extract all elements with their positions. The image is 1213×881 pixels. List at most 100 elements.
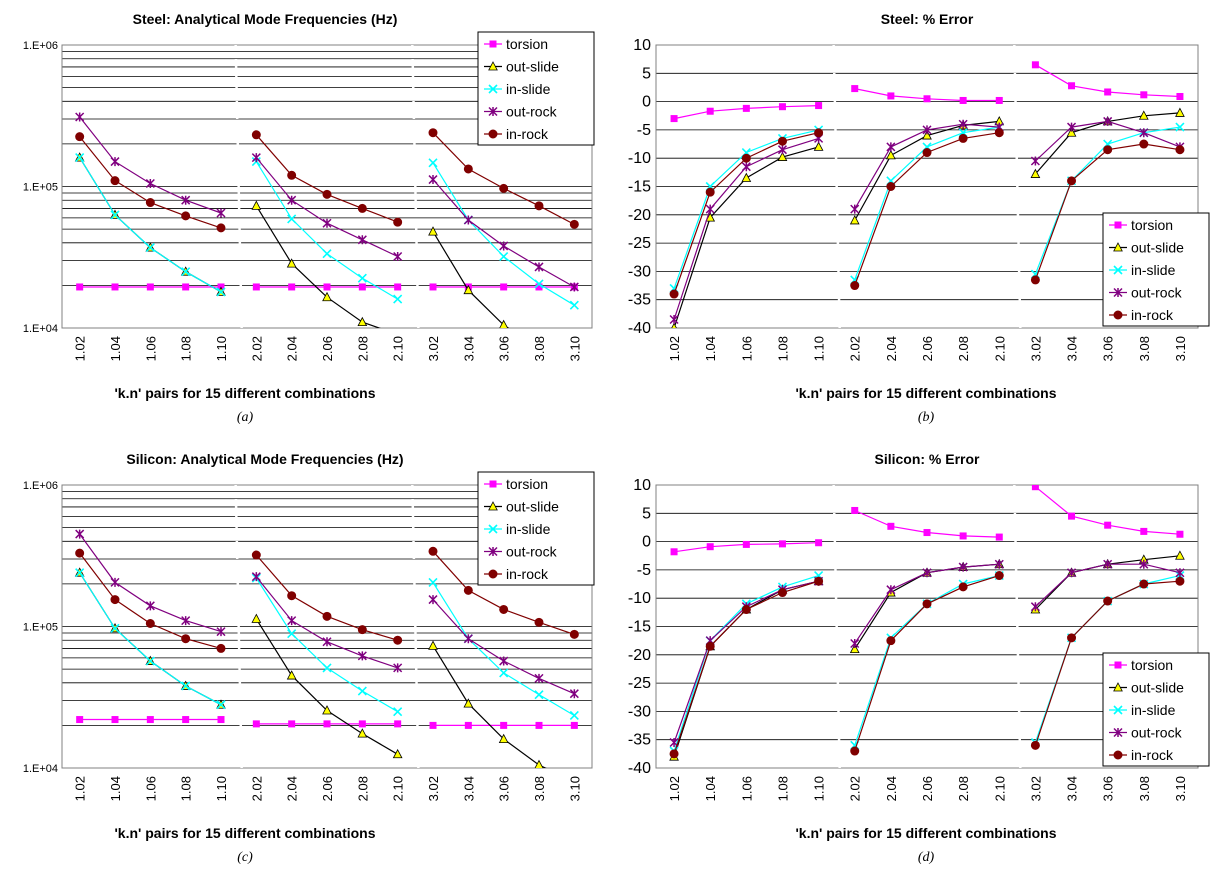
legend: torsion out-slide in-slide out-rock in-rock bbox=[477, 471, 595, 586]
data-point-torsion bbox=[923, 529, 931, 537]
data-point-in-slide bbox=[322, 663, 332, 673]
data-point-out-slide bbox=[1138, 110, 1149, 120]
y-tick-label: 5 bbox=[642, 65, 651, 82]
data-point-out-slide bbox=[499, 319, 509, 328]
data-point-in-rock bbox=[741, 153, 751, 163]
legend-label: out-slide bbox=[1131, 240, 1184, 256]
data-point-out-slide bbox=[392, 748, 403, 759]
data-point-out-rock bbox=[181, 195, 191, 205]
data-point-out-slide bbox=[428, 640, 438, 650]
data-point-torsion bbox=[815, 102, 823, 110]
x-tick-label: 1.02 bbox=[667, 336, 682, 361]
y-tick-label: -40 bbox=[628, 320, 651, 337]
data-point-out-rock bbox=[1067, 568, 1077, 578]
series-torsion bbox=[670, 61, 1184, 123]
data-point-in-slide bbox=[181, 267, 191, 277]
data-point-in-rock bbox=[994, 571, 1004, 581]
x-tick-label: 3.04 bbox=[461, 776, 476, 801]
data-point-torsion bbox=[146, 716, 154, 724]
legend-marker-torsion bbox=[1114, 221, 1122, 229]
legend-label: out-slide bbox=[1131, 680, 1184, 696]
panel-b: Steel: % Error 10 5 0 -5 -10 -15 -20 -25 -30 -35 -4… bbox=[606, 0, 1212, 440]
data-point-in-rock bbox=[251, 130, 261, 140]
data-point-out-slide bbox=[357, 728, 368, 738]
data-point-torsion bbox=[815, 539, 823, 547]
series-line-out-slide bbox=[432, 645, 547, 768]
x-tick-label: 1.10 bbox=[214, 336, 229, 361]
legend-label: torsion bbox=[506, 476, 548, 492]
y-tick-label: -15 bbox=[628, 619, 651, 636]
x-tick-label: 2.02 bbox=[249, 336, 264, 361]
data-point-out-slide bbox=[463, 698, 474, 708]
data-point-in-slide bbox=[110, 623, 120, 633]
x-tick-label: 3.06 bbox=[1101, 776, 1116, 801]
series-torsion bbox=[670, 485, 1184, 556]
legend-label: torsion bbox=[506, 36, 548, 52]
data-point-torsion bbox=[76, 283, 84, 291]
data-point-torsion bbox=[394, 720, 402, 728]
data-point-torsion bbox=[887, 92, 895, 100]
data-point-torsion bbox=[706, 107, 714, 115]
data-point-in-rock bbox=[922, 599, 932, 609]
legend-label: torsion bbox=[1131, 657, 1173, 673]
data-point-torsion bbox=[1068, 512, 1076, 520]
series-line-in-slide bbox=[432, 582, 575, 717]
x-tick-label: 1.06 bbox=[739, 776, 754, 801]
y-tick-label: -30 bbox=[628, 263, 651, 280]
legend-marker-in-slide bbox=[1113, 265, 1123, 275]
y-tick-label: 10 bbox=[633, 37, 651, 54]
caption: (b) bbox=[918, 410, 935, 425]
data-point-in-rock bbox=[181, 211, 191, 221]
data-point-in-rock bbox=[287, 591, 297, 601]
data-point-out-rock bbox=[1103, 559, 1113, 569]
data-point-out-rock bbox=[705, 204, 715, 214]
data-point-torsion bbox=[182, 283, 190, 291]
data-point-out-rock bbox=[110, 157, 120, 167]
data-point-out-rock bbox=[428, 595, 438, 605]
data-point-out-slide bbox=[357, 316, 368, 327]
data-point-out-slide bbox=[322, 291, 332, 302]
data-point-torsion bbox=[887, 522, 895, 530]
x-tick-label: 3.02 bbox=[426, 336, 441, 361]
group-break bbox=[234, 484, 243, 769]
data-point-in-rock bbox=[499, 183, 509, 193]
plot-area bbox=[74, 529, 579, 768]
data-point-in-rock bbox=[1139, 139, 1149, 149]
legend-box bbox=[1102, 212, 1210, 327]
legend-marker-out-slide bbox=[488, 61, 498, 71]
data-point-in-slide bbox=[534, 690, 544, 700]
data-point-torsion bbox=[959, 532, 967, 540]
data-point-torsion bbox=[1068, 82, 1076, 90]
series-line-out-rock bbox=[432, 179, 575, 288]
data-point-in-slide bbox=[499, 668, 509, 678]
data-point-out-rock bbox=[922, 125, 932, 135]
legend-marker-in-slide bbox=[1113, 705, 1123, 715]
y-tick-label: 1.E+06 bbox=[23, 40, 58, 52]
data-point-in-slide bbox=[145, 243, 155, 253]
chart-silicon-frequencies: Silicon: Analytical Mode Frequencies (Hz… bbox=[23, 451, 595, 865]
data-point-in-rock bbox=[1103, 596, 1113, 606]
legend-label: out-rock bbox=[1131, 725, 1183, 741]
data-point-in-rock bbox=[922, 148, 932, 158]
x-tick-label: 1.02 bbox=[73, 336, 88, 361]
x-tick-label: 1.08 bbox=[179, 336, 194, 361]
x-tick-label: 3.10 bbox=[567, 336, 582, 361]
x-tick-label: 3.10 bbox=[1173, 336, 1188, 361]
legend-marker-out-rock bbox=[1113, 287, 1123, 298]
legend: torsion out-slide in-slide out-rock in-rock bbox=[477, 31, 595, 146]
data-point-in-rock bbox=[1030, 740, 1040, 750]
series-in-rock bbox=[75, 546, 579, 653]
data-point-torsion bbox=[111, 716, 119, 724]
data-point-in-rock bbox=[428, 546, 438, 556]
data-point-in-rock bbox=[705, 641, 715, 651]
data-point-in-rock bbox=[393, 217, 403, 227]
data-point-in-rock bbox=[994, 128, 1004, 138]
plot-area bbox=[669, 61, 1185, 328]
data-point-out-rock bbox=[251, 153, 261, 163]
data-point-torsion bbox=[959, 96, 967, 104]
data-point-torsion bbox=[394, 283, 402, 291]
data-point-out-rock bbox=[569, 282, 579, 292]
y-tick-label: -25 bbox=[628, 675, 651, 692]
data-point-in-rock bbox=[1175, 576, 1185, 586]
series-in-slide bbox=[75, 153, 579, 310]
